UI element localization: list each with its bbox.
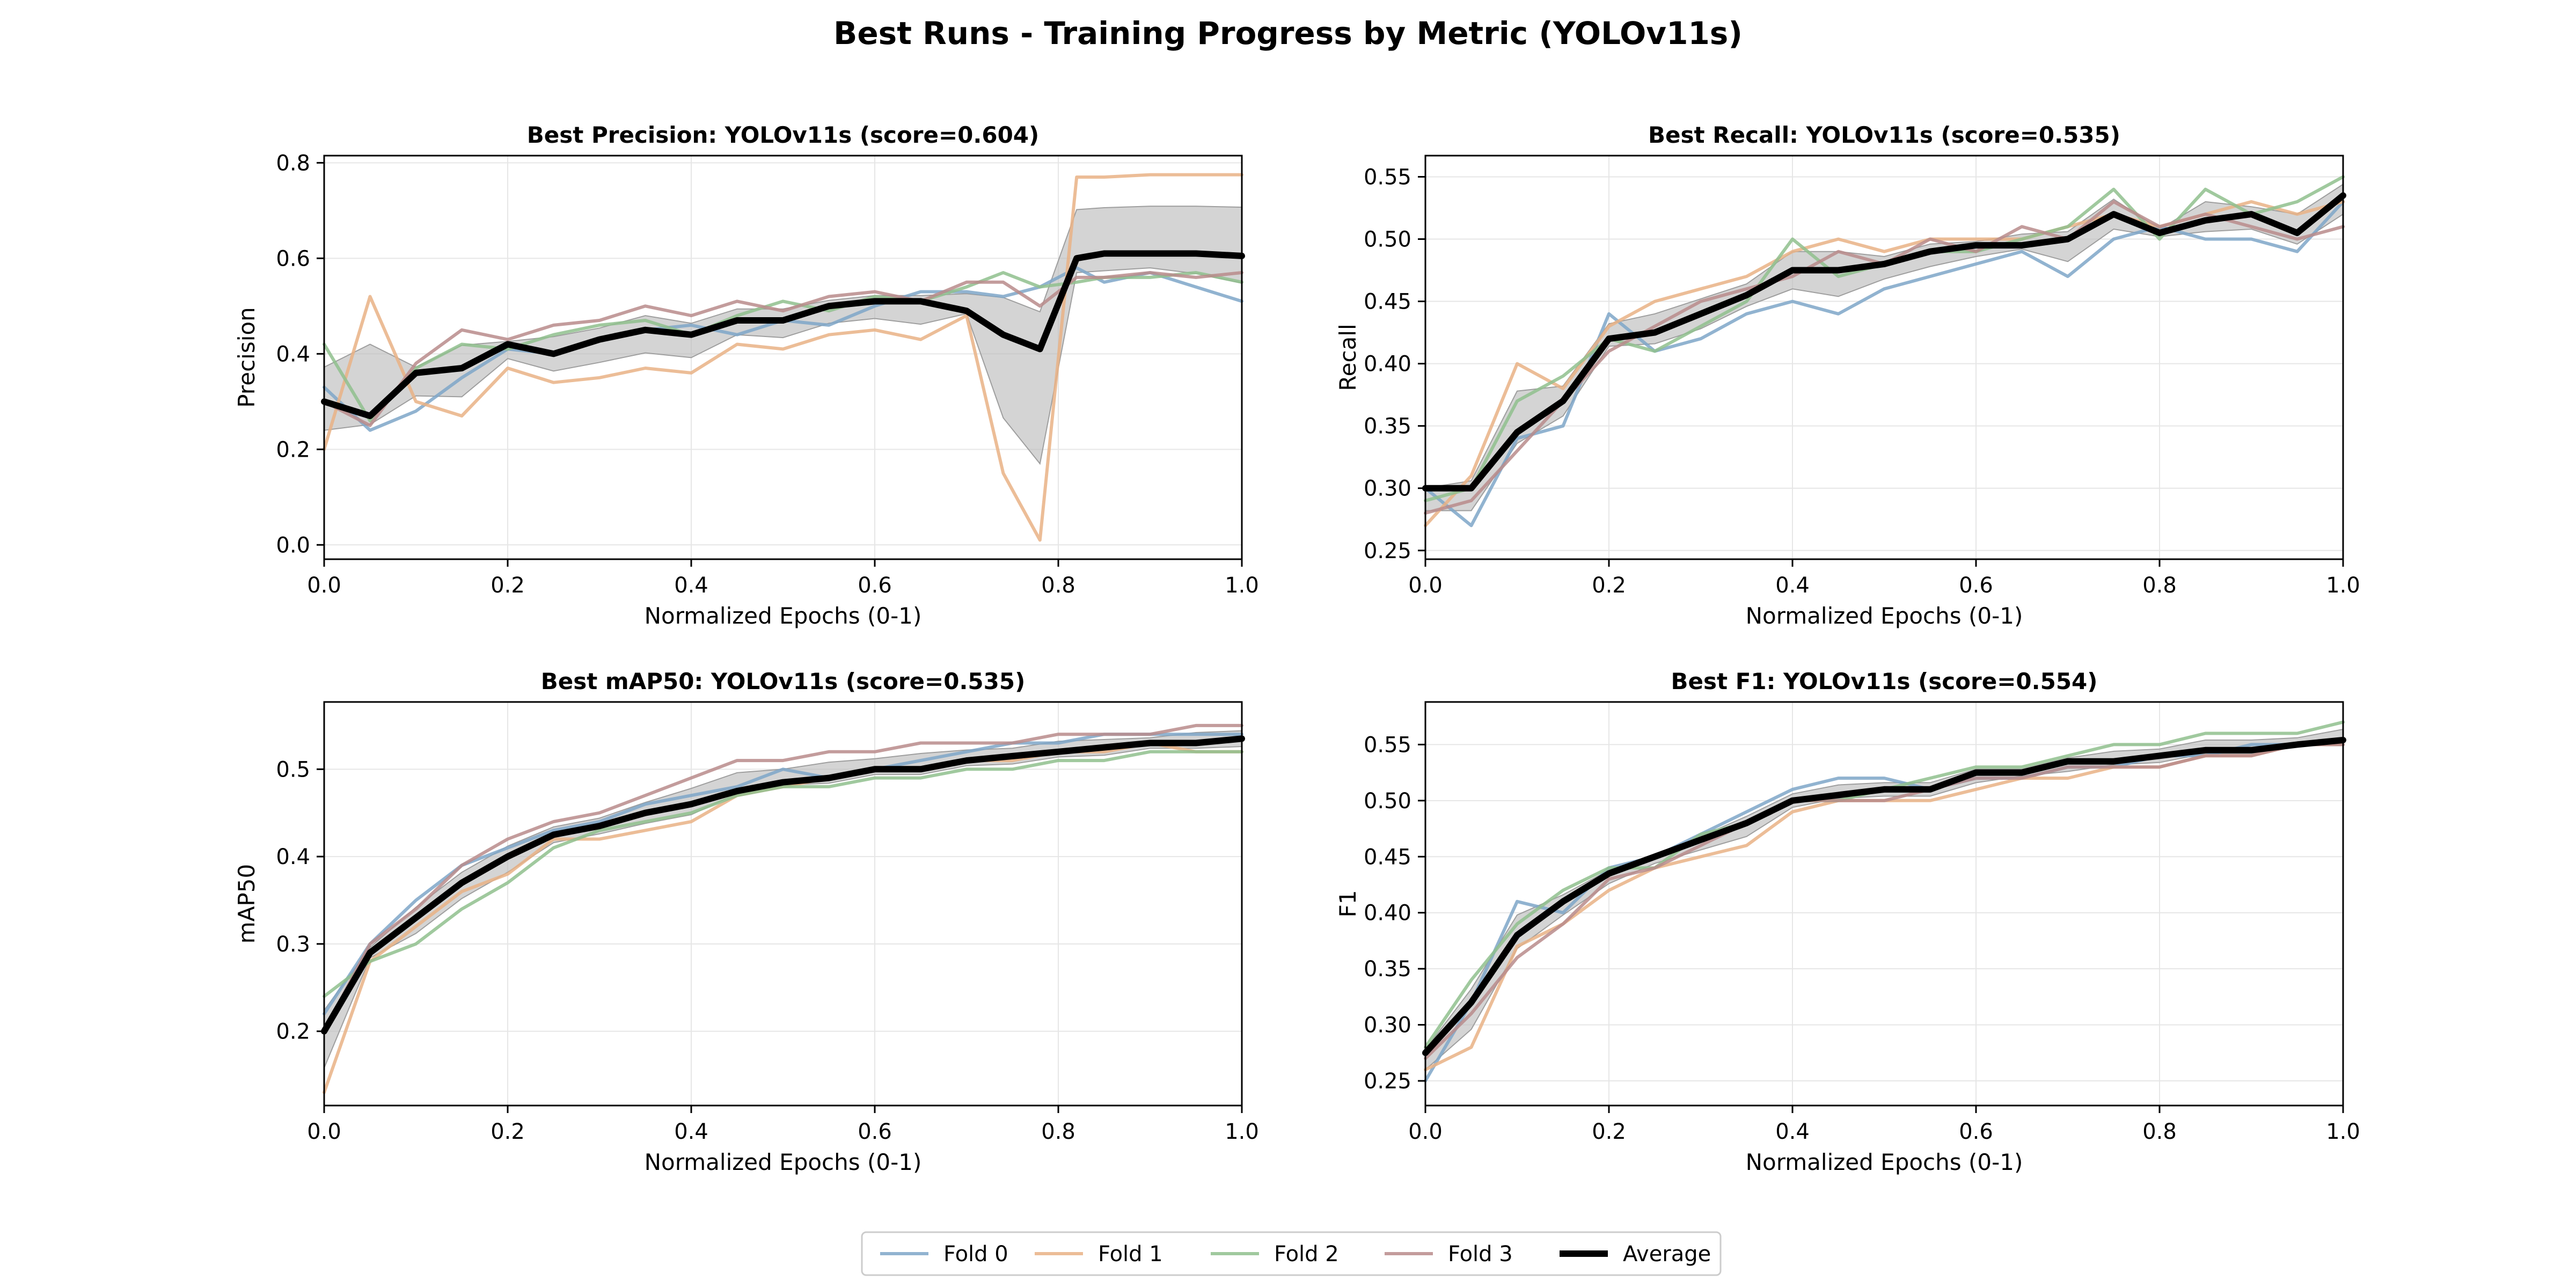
- series-line-average: [321, 250, 1245, 419]
- y-tick-label: 0.40: [1364, 352, 1411, 377]
- y-tick-label: 0.8: [276, 151, 310, 175]
- x-tick-label: 0.6: [1959, 573, 1993, 598]
- x-tick-label: 0.6: [1959, 1119, 1993, 1144]
- y-tick-label: 0.3: [276, 932, 310, 957]
- series-line-fold-2: [323, 750, 1243, 998]
- series-line-fold-3: [323, 271, 1243, 427]
- x-tick-label: 0.2: [491, 1119, 525, 1144]
- y-tick-label: 0.2: [276, 437, 310, 462]
- legend-label-fold-0: Fold 0: [943, 1242, 1008, 1267]
- y-axis-label: mAP50: [233, 864, 260, 943]
- x-axis-label: Normalized Epochs (0-1): [1746, 1149, 2023, 1175]
- plot-frame: [323, 155, 1243, 560]
- x-tick-label: 1.0: [2326, 573, 2360, 598]
- series-line-fold-1: [323, 741, 1243, 1094]
- y-tick-label: 0.45: [1364, 290, 1411, 314]
- subplot-title: Best mAP50: YOLOv11s (score=0.535): [541, 668, 1026, 694]
- x-tick-label: 0.2: [1592, 1119, 1626, 1144]
- x-tick-label: 0.4: [674, 1119, 708, 1144]
- y-tick-label: 0.45: [1364, 845, 1411, 869]
- subplot-title: Best F1: YOLOv11s (score=0.554): [1671, 668, 2098, 694]
- y-axis-label: Precision: [233, 307, 260, 407]
- y-tick-label: 0.4: [276, 845, 310, 869]
- series-line-fold-2: [1424, 720, 2345, 1049]
- x-tick-label: 0.6: [858, 1119, 892, 1144]
- figure-title: Best Runs - Training Progress by Metric …: [833, 15, 1743, 52]
- chart-panels: 0.0 0.2 0.4 0.6 0.8 1.0 0.0 0.2 0.4 0.6 0.8 Best Pr…: [233, 122, 2360, 1175]
- y-tick-label: 0.55: [1364, 165, 1411, 189]
- x-tick-label: 0.0: [1408, 573, 1443, 598]
- x-tick-label: 0.4: [674, 573, 708, 598]
- x-axis-label: Normalized Epochs (0-1): [645, 603, 922, 629]
- y-tick-label: 0.35: [1364, 414, 1411, 439]
- y-tick-label: 0.25: [1364, 539, 1411, 564]
- series-line-fold-0: [323, 733, 1243, 1016]
- x-axis-label: Normalized Epochs (0-1): [645, 1149, 922, 1175]
- x-tick-label: 0.6: [858, 573, 892, 598]
- series-line-fold-2: [323, 271, 1243, 422]
- x-tick-label: 0.4: [1775, 1119, 1810, 1144]
- legend-frame: [861, 1231, 1722, 1276]
- legend-label-fold-2: Fold 2: [1274, 1242, 1339, 1267]
- x-axis-label: Normalized Epochs (0-1): [1746, 603, 2023, 629]
- x-tick-label: 0.2: [491, 573, 525, 598]
- legend: Fold 0 Fold 1 Fold 2 Fold 3 Average: [861, 1231, 1722, 1276]
- y-tick-label: 0.35: [1364, 957, 1411, 982]
- y-tick-label: 0.25: [1364, 1069, 1411, 1094]
- spread-band: [1425, 183, 2344, 511]
- y-tick-label: 0.5: [276, 757, 310, 782]
- y-tick-label: 0.50: [1364, 789, 1411, 814]
- subplot-title: Best Recall: YOLOv11s (score=0.535): [1648, 122, 2120, 148]
- series-line-fold-3: [1424, 743, 2345, 1060]
- x-tick-label: 1.0: [1225, 573, 1259, 598]
- plot-frame: [1424, 701, 2344, 1107]
- chart-panel-precision: 0.0 0.2 0.4 0.6 0.8 1.0 0.0 0.2 0.4 0.6 0.8 Best Pr…: [233, 122, 1259, 629]
- x-tick-label: 0.8: [1041, 573, 1075, 598]
- y-tick-label: 0.30: [1364, 1013, 1411, 1038]
- plot-frame: [1424, 155, 2344, 560]
- series-line-average: [321, 735, 1245, 1035]
- series-line-fold-1: [323, 173, 1243, 542]
- series-line-fold-0: [1424, 200, 2345, 528]
- x-tick-label: 0.0: [307, 1119, 341, 1144]
- series-line-fold-3: [1424, 200, 2345, 515]
- x-tick-label: 0.8: [2142, 1119, 2177, 1144]
- y-tick-label: 0.30: [1364, 477, 1411, 501]
- plot-frame: [323, 701, 1243, 1107]
- series-line-fold-3: [323, 723, 1243, 1033]
- spread-band: [324, 206, 1242, 465]
- x-tick-label: 1.0: [2326, 1119, 2360, 1144]
- x-tick-label: 0.8: [2142, 573, 2177, 598]
- series-line-fold-0: [1424, 743, 2345, 1082]
- legend-label-fold-3: Fold 3: [1448, 1242, 1513, 1267]
- y-tick-label: 0.40: [1364, 901, 1411, 926]
- x-tick-label: 0.2: [1592, 573, 1626, 598]
- y-tick-label: 0.50: [1364, 228, 1411, 252]
- x-tick-label: 0.8: [1041, 1119, 1075, 1144]
- x-tick-label: 1.0: [1225, 1119, 1259, 1144]
- y-tick-label: 0.55: [1364, 733, 1411, 757]
- y-tick-label: 0.4: [276, 342, 310, 367]
- x-tick-label: 0.0: [307, 573, 341, 598]
- subplot-title: Best Precision: YOLOv11s (score=0.604): [527, 122, 1039, 148]
- y-tick-label: 0.6: [276, 246, 310, 271]
- chart-panel-map50: 0.0 0.2 0.4 0.6 0.8 1.0 0.2 0.3 0.4 0.5 Best mAP50…: [233, 668, 1259, 1175]
- chart-panel-f1: 0.0 0.2 0.4 0.6 0.8 1.0 0.25 0.30 0.35 0.40 0.45 0.…: [1335, 668, 2360, 1175]
- series-line-average: [1422, 737, 2346, 1056]
- series-line-average: [1422, 192, 2346, 492]
- y-axis-label: F1: [1335, 890, 1361, 918]
- y-axis-label: Recall: [1335, 324, 1361, 391]
- x-tick-label: 0.4: [1775, 573, 1810, 598]
- legend-label-average: Average: [1623, 1242, 1711, 1267]
- y-tick-label: 0.2: [276, 1020, 310, 1044]
- chart-panel-recall: 0.0 0.2 0.4 0.6 0.8 1.0 0.25 0.30 0.35 0.40 0.45 0.…: [1335, 122, 2360, 629]
- legend-label-fold-1: Fold 1: [1098, 1242, 1163, 1267]
- x-tick-label: 0.0: [1408, 1119, 1443, 1144]
- series-line-fold-0: [323, 266, 1243, 432]
- y-tick-label: 0.0: [276, 533, 310, 558]
